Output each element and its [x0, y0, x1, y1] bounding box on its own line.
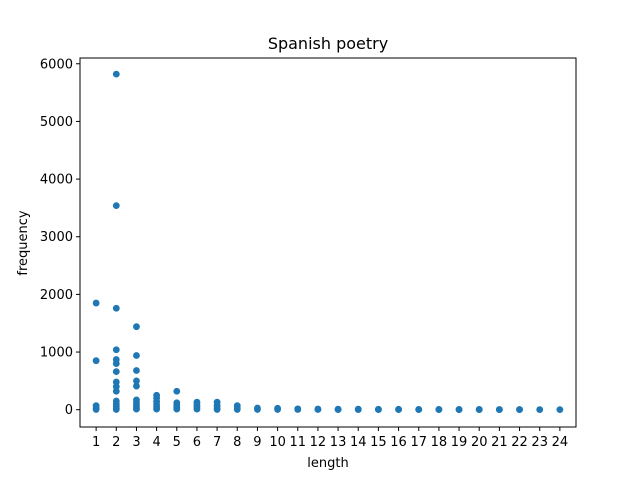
x-tick-label: 10: [269, 435, 286, 450]
data-point: [455, 406, 463, 414]
x-tick-label: 18: [431, 435, 448, 450]
data-point: [193, 405, 201, 413]
y-axis: 0 1000 2000 3000 4000 5000 6000: [40, 57, 80, 418]
x-tick-label: 23: [531, 435, 548, 450]
x-tick-label: 1: [92, 435, 100, 450]
x-tick-label: 24: [552, 435, 569, 450]
data-point: [92, 299, 100, 307]
plot-frame: [79, 57, 577, 428]
data-point: [133, 405, 140, 413]
data-point: [112, 406, 120, 413]
data-point: [415, 406, 423, 414]
x-tick-label: 20: [471, 435, 488, 450]
x-tick-label: 14: [350, 435, 367, 450]
data-point: [112, 368, 120, 376]
data-point: [536, 406, 544, 413]
data-point: [435, 406, 443, 414]
y-tick-label: 3000: [40, 230, 73, 245]
data-point: [153, 405, 161, 413]
data-point: [475, 406, 483, 414]
y-axis-label: frequency: [16, 210, 31, 276]
x-tick-label: 3: [132, 435, 140, 450]
y-tick-label: 1000: [40, 346, 73, 361]
y-tick-label: 5000: [40, 115, 73, 130]
data-point: [395, 406, 402, 413]
data-point: [314, 406, 322, 413]
x-tick-label: 6: [193, 435, 201, 450]
data-point: [274, 406, 281, 413]
data-point: [173, 405, 181, 413]
data-point: [556, 406, 564, 414]
x-tick-label: 11: [289, 435, 306, 450]
data-point: [92, 357, 100, 365]
data-point: [112, 387, 120, 395]
data-point: [133, 323, 140, 331]
x-tick-label: 4: [152, 435, 160, 450]
data-point: [375, 406, 382, 413]
data-point: [92, 406, 100, 413]
data-point: [133, 382, 140, 390]
data-point: [516, 406, 523, 414]
data-point: [133, 377, 140, 385]
x-tick-label: 5: [173, 435, 181, 450]
y-tick-label: 0: [65, 403, 73, 418]
data-point: [112, 70, 120, 78]
data-points: [92, 70, 564, 414]
data-point: [254, 406, 261, 413]
x-tick-label: 8: [233, 435, 241, 450]
data-point: [334, 406, 342, 413]
data-point: [112, 360, 120, 367]
y-tick-label: 2000: [40, 288, 73, 303]
x-tick-label: 13: [330, 435, 347, 450]
x-axis-label: length: [307, 456, 348, 471]
x-tick-label: 12: [310, 435, 327, 450]
data-point: [495, 406, 503, 414]
data-point: [112, 304, 120, 312]
data-point: [213, 406, 221, 413]
x-tick-label: 2: [112, 435, 120, 450]
x-tick-label: 22: [511, 435, 528, 450]
data-point: [112, 346, 120, 354]
data-point: [173, 387, 181, 395]
x-tick-label: 16: [390, 435, 407, 450]
x-tick-label: 7: [213, 435, 221, 450]
x-tick-label: 9: [253, 435, 261, 450]
y-tick-label: 6000: [40, 57, 73, 72]
x-tick-label: 17: [410, 435, 427, 450]
chart-title: Spanish poetry: [268, 34, 388, 53]
data-point: [133, 367, 140, 374]
data-point: [354, 406, 362, 413]
y-tick-label: 4000: [40, 173, 73, 188]
x-tick-label: 21: [491, 435, 508, 450]
data-point: [112, 202, 120, 210]
x-axis: 1 2 3 4 5 6 7 8 9 10 11 12 13 14 15 16 17 18 19 20 21 22 23 24: [92, 427, 568, 450]
data-point: [294, 406, 302, 413]
x-tick-label: 19: [451, 435, 468, 450]
data-point: [133, 352, 140, 359]
data-point: [233, 406, 241, 413]
x-tick-label: 15: [370, 435, 387, 450]
